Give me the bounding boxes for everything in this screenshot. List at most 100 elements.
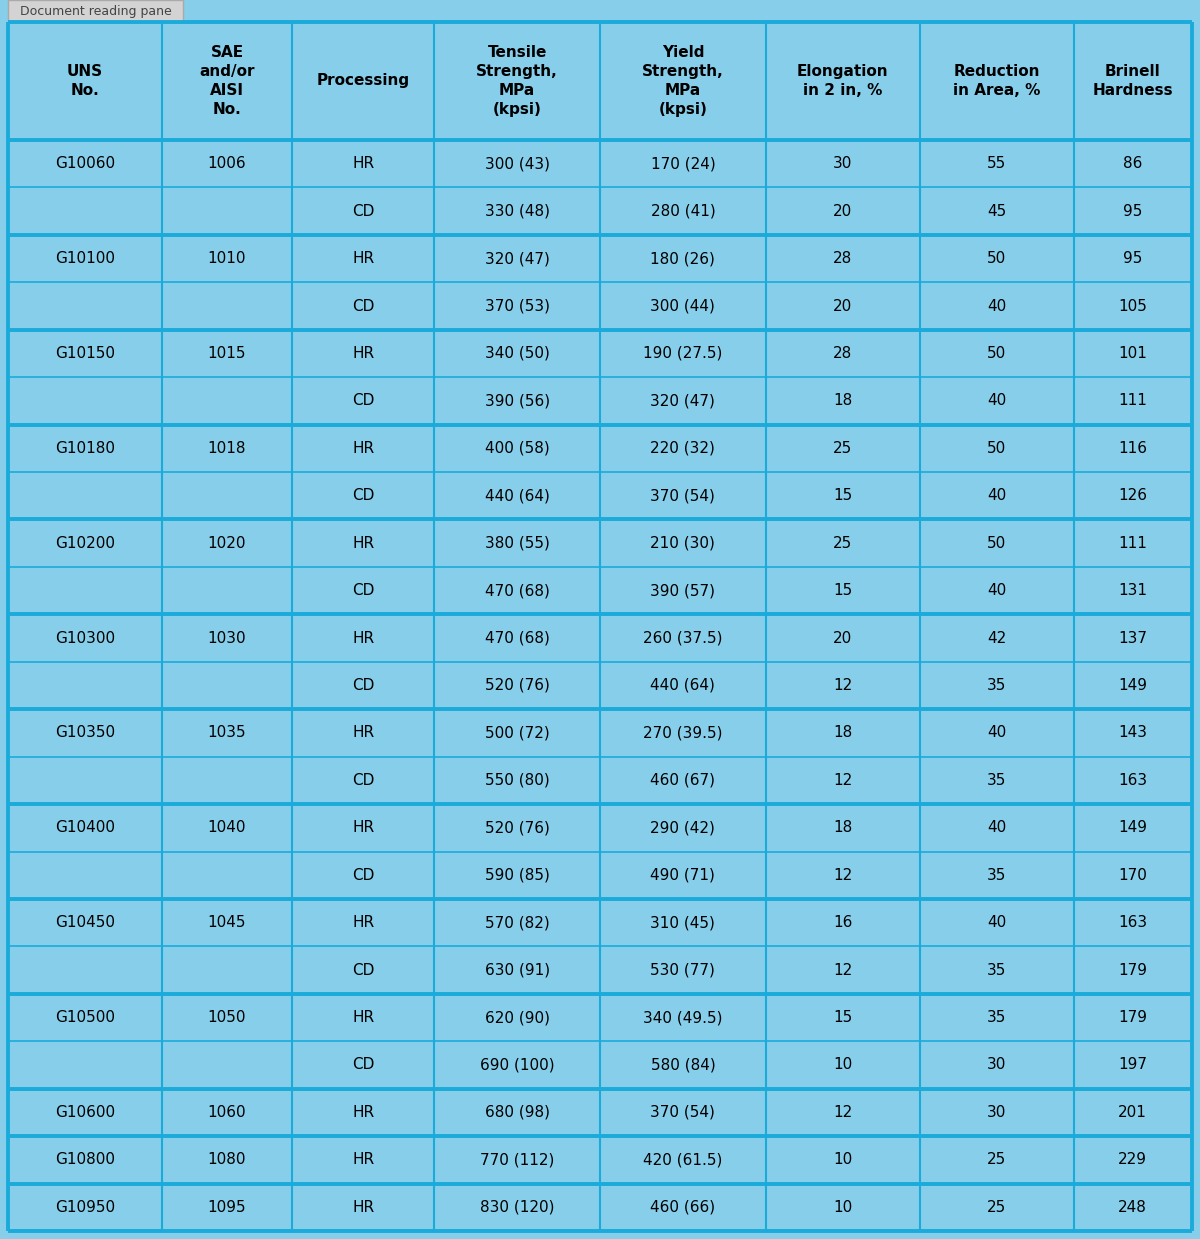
Text: HR: HR xyxy=(352,1105,374,1120)
Text: CD: CD xyxy=(352,488,374,503)
Text: 30: 30 xyxy=(986,1057,1007,1073)
Text: 210 (30): 210 (30) xyxy=(650,535,715,550)
Text: 400 (58): 400 (58) xyxy=(485,441,550,456)
Text: 320 (47): 320 (47) xyxy=(485,252,550,266)
Text: Brinell
Hardness: Brinell Hardness xyxy=(1092,64,1174,98)
Text: Reduction
in Area, %: Reduction in Area, % xyxy=(953,64,1040,98)
Text: 25: 25 xyxy=(833,535,852,550)
Text: 10: 10 xyxy=(833,1199,852,1214)
Text: 1035: 1035 xyxy=(208,726,246,741)
Text: 35: 35 xyxy=(986,963,1007,978)
Text: SAE
and/or
AISI
No.: SAE and/or AISI No. xyxy=(199,45,254,118)
Text: 20: 20 xyxy=(833,299,852,313)
Text: 370 (54): 370 (54) xyxy=(650,488,715,503)
Text: 50: 50 xyxy=(988,535,1007,550)
Text: 12: 12 xyxy=(833,867,852,882)
Text: 470 (68): 470 (68) xyxy=(485,631,550,646)
Text: 101: 101 xyxy=(1118,346,1147,361)
Text: 28: 28 xyxy=(833,346,852,361)
Text: 1050: 1050 xyxy=(208,1010,246,1025)
Text: 12: 12 xyxy=(833,678,852,693)
Text: 260 (37.5): 260 (37.5) xyxy=(643,631,722,646)
Text: 620 (90): 620 (90) xyxy=(485,1010,550,1025)
Text: 580 (84): 580 (84) xyxy=(650,1057,715,1073)
Text: CD: CD xyxy=(352,867,374,882)
Text: 300 (43): 300 (43) xyxy=(485,156,550,171)
Text: 1080: 1080 xyxy=(208,1152,246,1167)
Text: 320 (47): 320 (47) xyxy=(650,394,715,409)
Text: CD: CD xyxy=(352,584,374,598)
Text: 30: 30 xyxy=(986,1105,1007,1120)
Text: 180 (26): 180 (26) xyxy=(650,252,715,266)
Text: 50: 50 xyxy=(988,346,1007,361)
Text: HR: HR xyxy=(352,156,374,171)
Text: 190 (27.5): 190 (27.5) xyxy=(643,346,722,361)
Text: 340 (50): 340 (50) xyxy=(485,346,550,361)
Text: G10400: G10400 xyxy=(55,820,115,835)
Text: Tensile
Strength,
MPa
(kpsi): Tensile Strength, MPa (kpsi) xyxy=(476,45,558,118)
Text: 490 (71): 490 (71) xyxy=(650,867,715,882)
Text: 590 (85): 590 (85) xyxy=(485,867,550,882)
Text: 25: 25 xyxy=(988,1152,1007,1167)
Text: 1095: 1095 xyxy=(208,1199,246,1214)
Text: CD: CD xyxy=(352,963,374,978)
Text: 40: 40 xyxy=(988,584,1007,598)
Text: 179: 179 xyxy=(1118,963,1147,978)
Text: 116: 116 xyxy=(1118,441,1147,456)
Text: 131: 131 xyxy=(1118,584,1147,598)
Text: 460 (66): 460 (66) xyxy=(650,1199,715,1214)
Text: HR: HR xyxy=(352,252,374,266)
Text: 1010: 1010 xyxy=(208,252,246,266)
Text: 16: 16 xyxy=(833,916,852,930)
Text: 770 (112): 770 (112) xyxy=(480,1152,554,1167)
Text: 340 (49.5): 340 (49.5) xyxy=(643,1010,722,1025)
Text: 25: 25 xyxy=(988,1199,1007,1214)
Text: 300 (44): 300 (44) xyxy=(650,299,715,313)
Text: G10150: G10150 xyxy=(55,346,115,361)
Text: 40: 40 xyxy=(988,394,1007,409)
Text: HR: HR xyxy=(352,346,374,361)
Text: 370 (54): 370 (54) xyxy=(650,1105,715,1120)
Text: 111: 111 xyxy=(1118,535,1147,550)
Text: 35: 35 xyxy=(986,773,1007,788)
Text: 28: 28 xyxy=(833,252,852,266)
Text: HR: HR xyxy=(352,1010,374,1025)
Text: 35: 35 xyxy=(986,678,1007,693)
Text: Processing: Processing xyxy=(317,73,409,88)
Text: HR: HR xyxy=(352,1199,374,1214)
Text: CD: CD xyxy=(352,203,374,218)
Text: 40: 40 xyxy=(988,916,1007,930)
Text: 30: 30 xyxy=(833,156,852,171)
Text: 380 (55): 380 (55) xyxy=(485,535,550,550)
Text: 10: 10 xyxy=(833,1152,852,1167)
Text: 105: 105 xyxy=(1118,299,1147,313)
Text: HR: HR xyxy=(352,631,374,646)
Text: 18: 18 xyxy=(833,394,852,409)
Text: 1040: 1040 xyxy=(208,820,246,835)
Text: 40: 40 xyxy=(988,299,1007,313)
Text: G10600: G10600 xyxy=(55,1105,115,1120)
Text: 550 (80): 550 (80) xyxy=(485,773,550,788)
Text: 570 (82): 570 (82) xyxy=(485,916,550,930)
Text: G10500: G10500 xyxy=(55,1010,115,1025)
Text: 500 (72): 500 (72) xyxy=(485,726,550,741)
Text: 1015: 1015 xyxy=(208,346,246,361)
Text: 35: 35 xyxy=(986,867,1007,882)
Text: 1006: 1006 xyxy=(208,156,246,171)
Text: 170: 170 xyxy=(1118,867,1147,882)
Text: 420 (61.5): 420 (61.5) xyxy=(643,1152,722,1167)
Text: 12: 12 xyxy=(833,963,852,978)
Text: 470 (68): 470 (68) xyxy=(485,584,550,598)
Text: 10: 10 xyxy=(833,1057,852,1073)
Text: 111: 111 xyxy=(1118,394,1147,409)
Text: 440 (64): 440 (64) xyxy=(485,488,550,503)
Text: 50: 50 xyxy=(988,441,1007,456)
Text: G10350: G10350 xyxy=(55,726,115,741)
Text: 35: 35 xyxy=(986,1010,1007,1025)
Text: 12: 12 xyxy=(833,1105,852,1120)
Text: CD: CD xyxy=(352,773,374,788)
Text: 40: 40 xyxy=(988,488,1007,503)
Text: Yield
Strength,
MPa
(kpsi): Yield Strength, MPa (kpsi) xyxy=(642,45,724,118)
Text: HR: HR xyxy=(352,726,374,741)
Text: G10300: G10300 xyxy=(55,631,115,646)
